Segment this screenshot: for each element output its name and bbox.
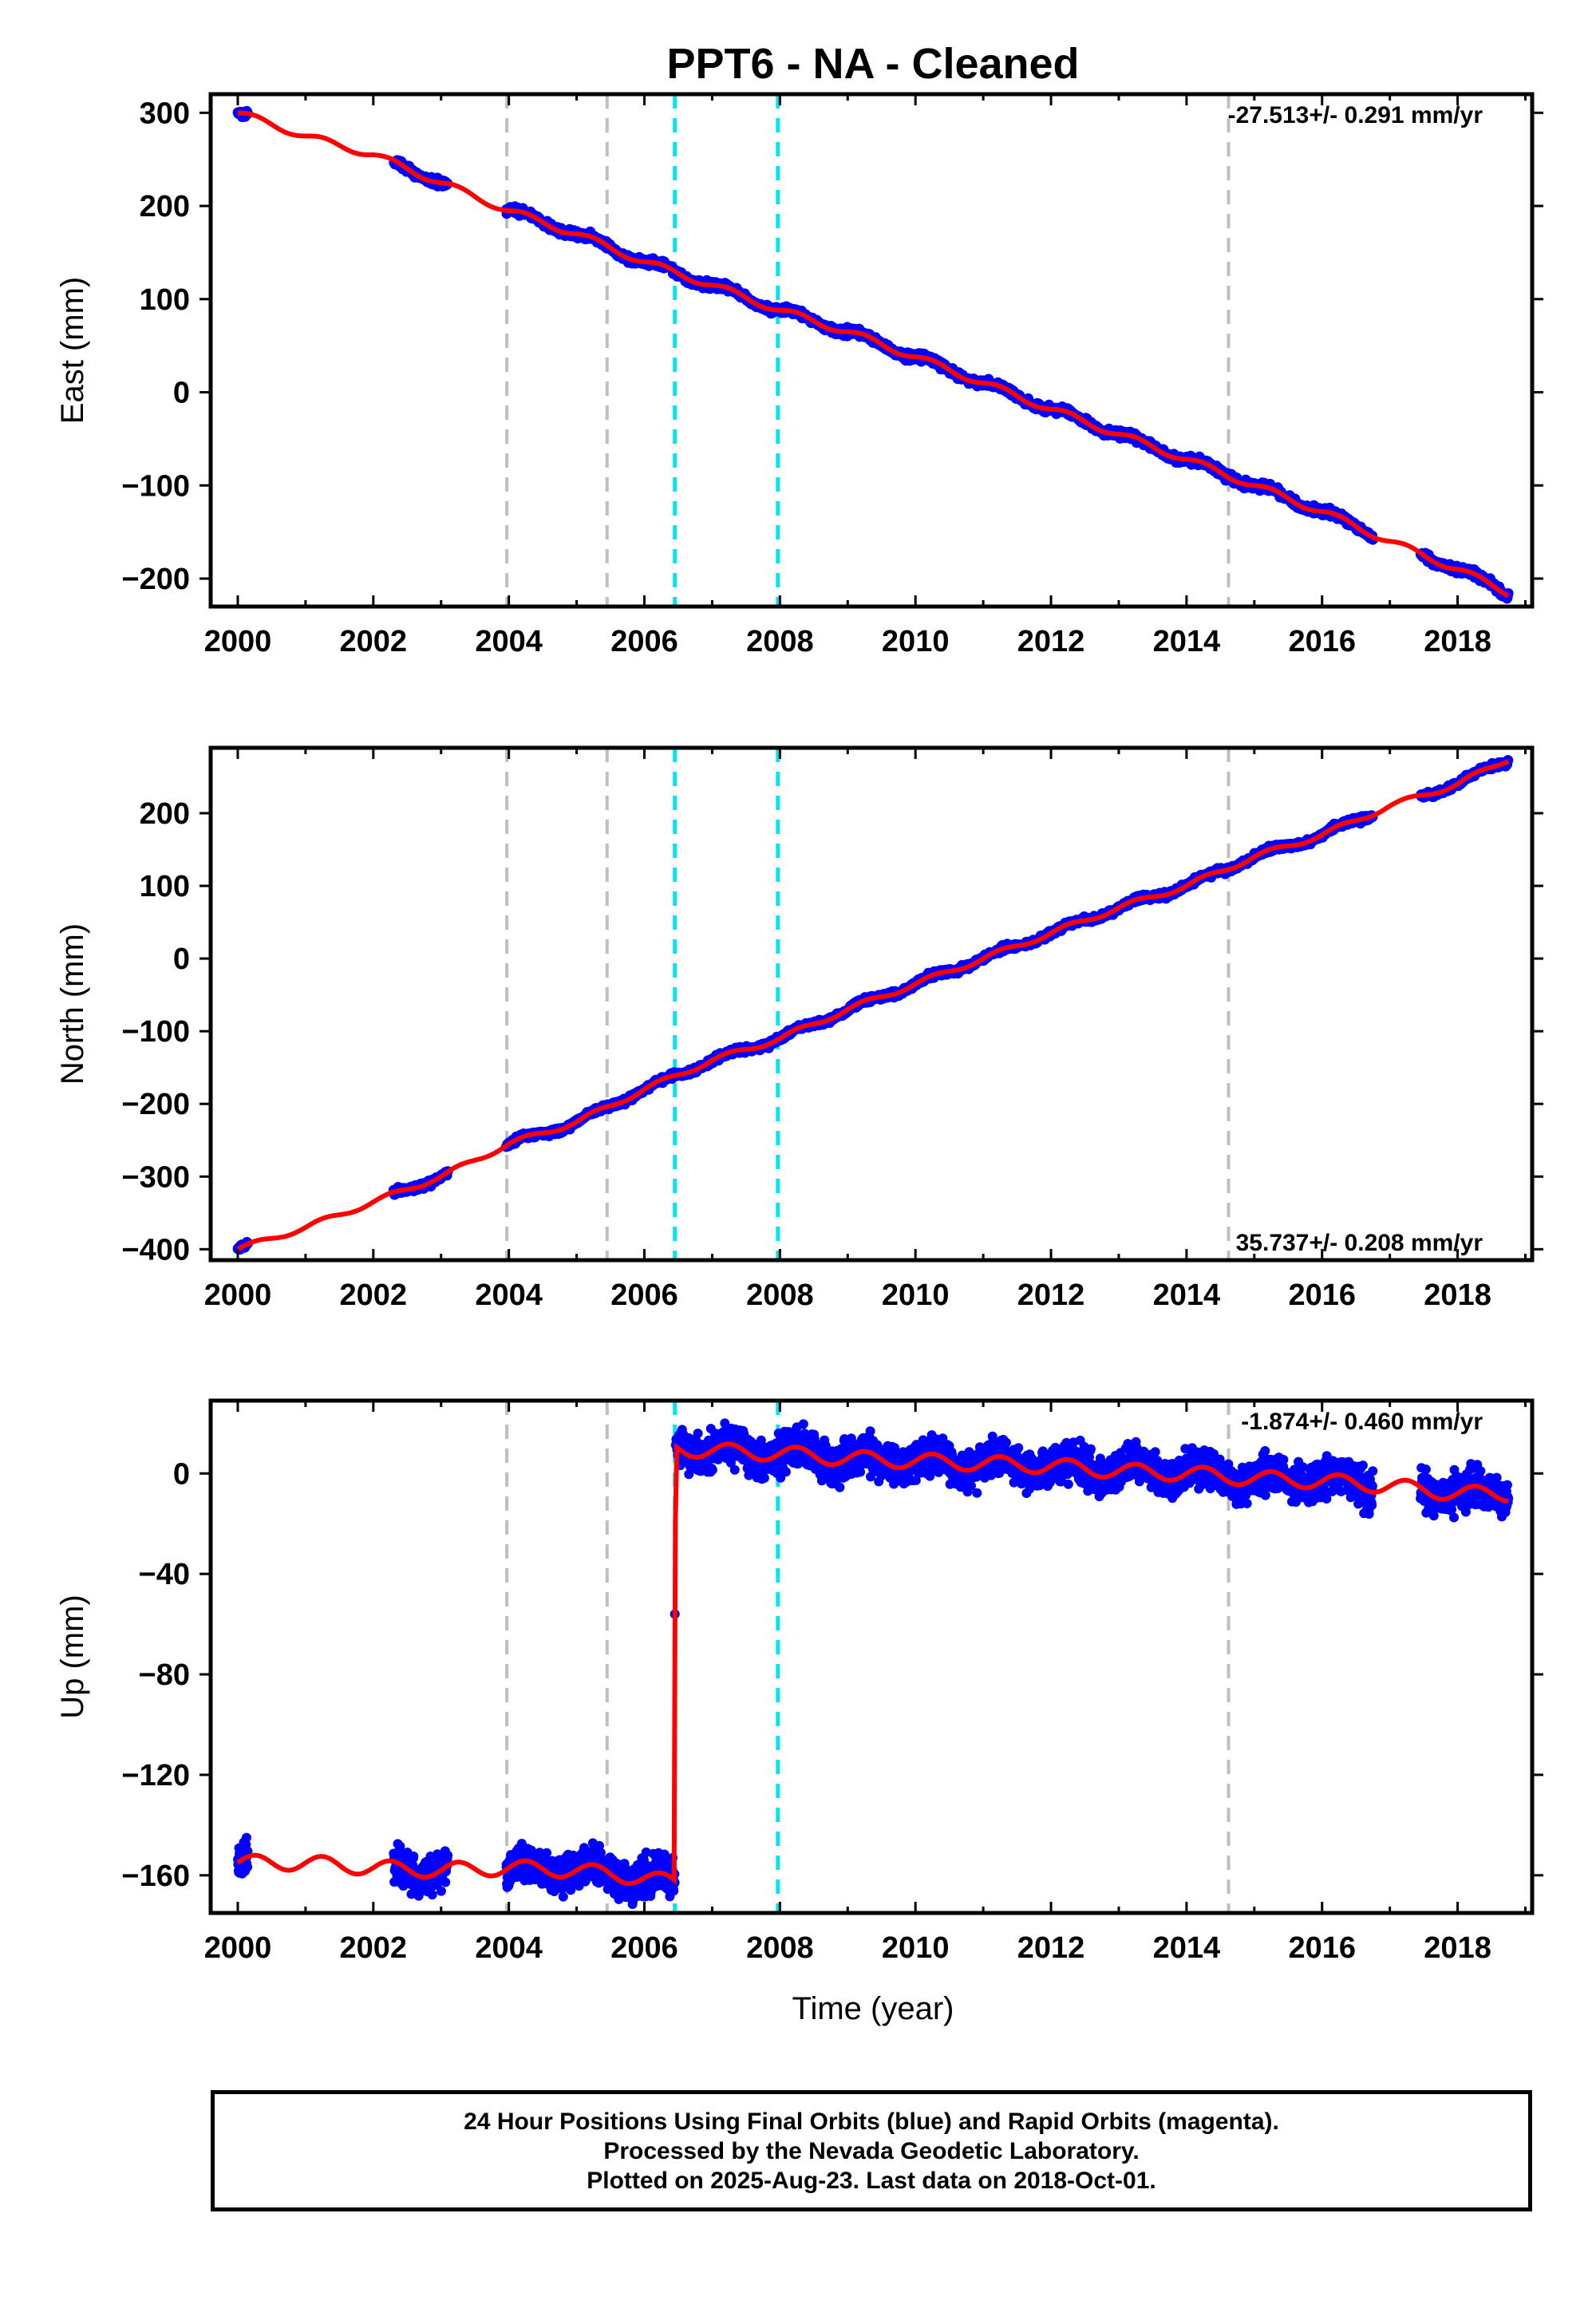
north-observations: [232, 755, 1514, 1255]
north-x-tick-label: 2002: [340, 1279, 408, 1312]
east-y-tick-label: 300: [140, 97, 190, 130]
north-plot-frame: [208, 745, 1535, 1263]
north-x-tick-label: 2004: [475, 1279, 543, 1312]
east-y-tick-label: 0: [173, 377, 190, 410]
figure-title: PPT6 - NA - Cleaned: [666, 40, 1079, 88]
east-y-tick-label: −100: [121, 469, 190, 503]
north-panel: 2000 2002 2004 2006 2008 2010 2012 2014 2016 2018…: [55, 745, 1543, 1312]
east-x-tick-label: 2002: [340, 625, 408, 658]
north-y-axis-title: North (mm): [55, 923, 90, 1085]
up-observation-point: [436, 1886, 446, 1896]
east-x-tick-label: 2004: [475, 625, 543, 658]
north-x-tick-label: 2016: [1288, 1279, 1356, 1312]
east-y-tick-label: 200: [140, 190, 190, 223]
panels: 2000 2002 2004 2006 2008 2010 2012 2014 2016 2018…: [55, 92, 1543, 1965]
north-y-tick-label: −400: [121, 1233, 190, 1267]
east-x-tick-label: 2006: [610, 625, 678, 658]
east-x-tick-label: 2008: [746, 625, 814, 658]
east-y-tick-label: 100: [140, 283, 190, 317]
north-model-curve: [236, 759, 1510, 1251]
north-x-tick-label: 2018: [1424, 1279, 1491, 1312]
up-observation-point: [595, 1848, 606, 1858]
north-y-tick-label: −300: [121, 1160, 190, 1194]
north-x-tick-label: 2008: [746, 1279, 814, 1312]
up-panel: 2000 2002 2004 2006 2008 2010 2012 2014 2016 2018…: [55, 1398, 1543, 1965]
east-x-tick-label: 2018: [1424, 625, 1491, 658]
east-x-tick-label: 2016: [1288, 625, 1356, 658]
north-y-tick-label: −100: [121, 1015, 190, 1049]
east-velocity-label: -27.513+/- 0.291 mm/yr: [1228, 102, 1483, 128]
up-observation-point: [243, 1862, 253, 1872]
north-x-tick-label: 2012: [1017, 1279, 1085, 1312]
up-observation-point: [395, 1841, 405, 1852]
north-y-tick-label: 100: [140, 870, 190, 903]
up-observation-point: [409, 1852, 419, 1861]
up-observation-point: [443, 1850, 453, 1860]
north-y-tick-label: 0: [173, 943, 190, 976]
north-x-tick-label: 2000: [204, 1279, 272, 1312]
east-plot-frame: [208, 92, 1535, 609]
east-x-tick-label: 2000: [204, 625, 272, 658]
east-x-tick-label: 2012: [1017, 625, 1085, 658]
north-y-tick-label: 200: [140, 797, 190, 831]
up-observation-point: [427, 1890, 437, 1900]
east-x-tick-label: 2010: [882, 625, 950, 658]
north-y-tick-label: −200: [121, 1088, 190, 1121]
north-x-tick-label: 2014: [1153, 1279, 1221, 1312]
up-observation-point: [440, 1877, 451, 1887]
east-model-curve: [237, 110, 1510, 599]
east-y-tick-label: −200: [121, 563, 190, 596]
up-observations: [233, 1418, 1514, 1909]
north-x-tick-label: 2006: [610, 1279, 678, 1312]
up-observation-point: [558, 1891, 568, 1902]
east-panel: 2000 2002 2004 2006 2008 2010 2012 2014 2016 2018…: [55, 92, 1543, 658]
north-velocity-label: 35.737+/- 0.208 mm/yr: [1236, 1230, 1483, 1256]
north-x-tick-label: 2010: [882, 1279, 950, 1312]
east-x-tick-label: 2014: [1153, 625, 1221, 658]
east-y-axis-title: East (mm): [55, 277, 90, 424]
up-observation-point: [241, 1832, 251, 1843]
